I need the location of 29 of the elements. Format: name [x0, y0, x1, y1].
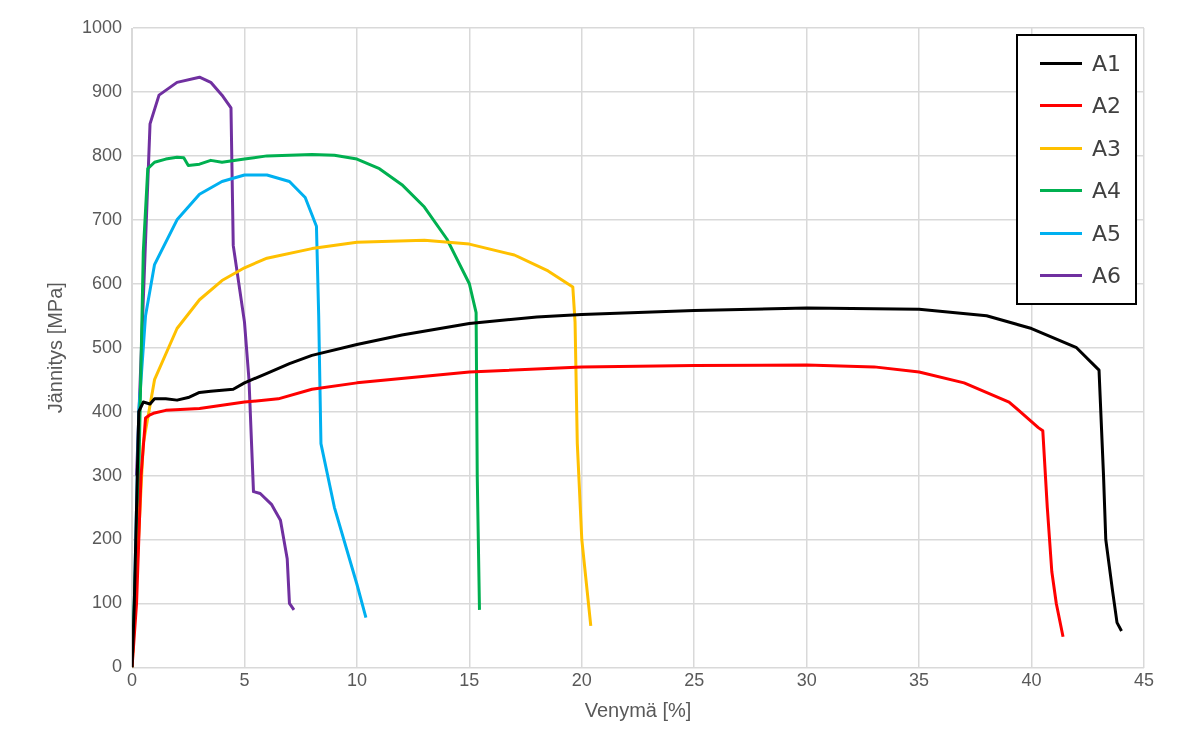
x-tick-label: 25: [684, 670, 705, 691]
x-tick-label: 15: [459, 670, 480, 691]
legend-label: A5: [1091, 220, 1121, 246]
x-tick-label: 40: [1021, 670, 1042, 691]
x-tick-label: 35: [909, 670, 930, 691]
y-tick-label: 200: [92, 528, 123, 549]
x-axis-title: Venymä [%]: [584, 698, 692, 721]
y-tick-label: 600: [92, 272, 123, 293]
x-tick-label: 20: [571, 670, 592, 691]
y-tick-label: 300: [92, 464, 123, 485]
legend-label: A2: [1091, 93, 1121, 119]
y-tick-label: 100: [92, 592, 123, 613]
y-tick-label: 400: [92, 400, 123, 421]
legend-label: A1: [1091, 50, 1121, 76]
y-tick-label: 1000: [82, 16, 123, 37]
y-tick-label: 700: [92, 208, 123, 229]
y-tick-label: 0: [112, 656, 123, 677]
y-axis-title: Jännitys [MPa]: [43, 282, 66, 414]
legend-label: A6: [1091, 263, 1121, 289]
x-tick-label: 10: [346, 670, 367, 691]
x-tick-label: 30: [796, 670, 817, 691]
legend-label: A4: [1091, 178, 1121, 204]
legend-label: A3: [1091, 135, 1121, 161]
y-tick-label: 500: [92, 336, 123, 357]
x-tick-label: 45: [1133, 670, 1155, 691]
x-tick-label: 0: [127, 670, 138, 691]
x-tick-label: 5: [239, 670, 250, 691]
y-tick-label: 800: [92, 144, 123, 165]
y-tick-label: 900: [92, 80, 123, 101]
